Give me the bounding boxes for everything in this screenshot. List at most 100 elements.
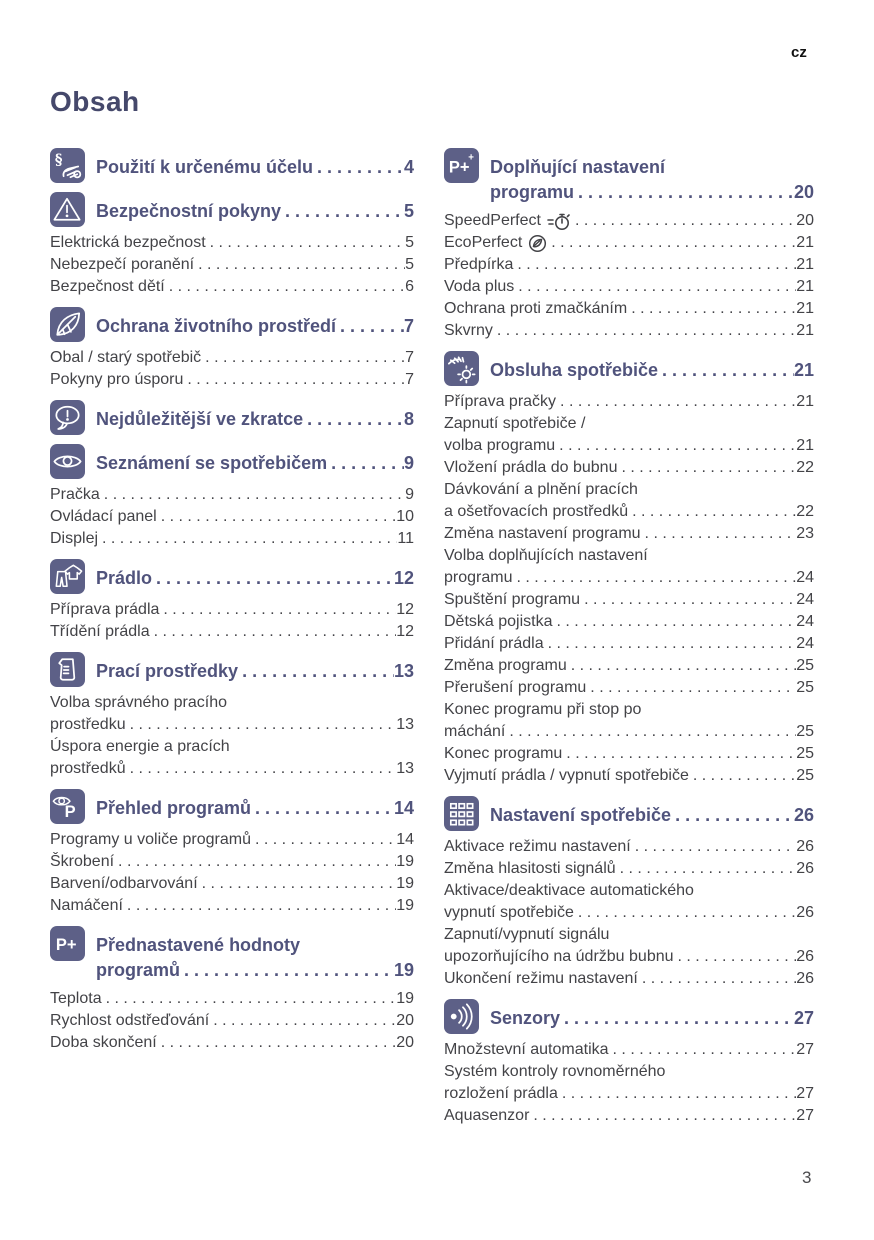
toc-entry-line: EcoPerfect 21 (444, 232, 814, 254)
dot-leader (152, 566, 394, 591)
toc-entry-line: Namáčení 19 (50, 895, 414, 917)
page-ref: 14 (393, 798, 414, 818)
section-title-text: programu (490, 182, 575, 202)
page-ref: 13 (393, 661, 414, 681)
section-title-text: Použití k určenému účelu (96, 157, 314, 177)
dot-leader (671, 803, 794, 828)
entry-text: Spuštění programu (444, 591, 581, 608)
dot-leader (674, 946, 797, 968)
toc-entry-line: prostředku 13 (50, 714, 414, 736)
page-ref: 21 (796, 393, 814, 410)
entry-text: Doba skončení (50, 1034, 157, 1051)
toc-entry-line: Škrobení 19 (50, 851, 414, 873)
page-ref: 24 (796, 591, 814, 608)
entry-text: upozorňujícího na údržbu bubnu (444, 948, 674, 965)
page-ref: 21 (793, 360, 814, 380)
warning-triangle-icon (50, 192, 85, 227)
section-heading: Obsluha spotřebiče 21 (444, 351, 814, 386)
entry-text: Konec programu při stop po (444, 701, 642, 718)
entry-text: volba programu (444, 437, 556, 454)
section-title-text: Prádlo (96, 568, 153, 588)
entry-text: programu (444, 569, 513, 586)
toc-entry-line: Ovládací panel 10 (50, 506, 414, 528)
entry-text: Přerušení programu (444, 679, 587, 696)
dot-leader (165, 276, 405, 298)
page-ref: 25 (796, 679, 814, 696)
section-heading: Nastavení spotřebiče 26 (444, 796, 814, 831)
toc-section: Ochrana životního prostředí7Obal / starý… (50, 307, 414, 391)
section-title-line: Prací prostředky 13 (96, 659, 414, 684)
dot-leader (558, 1083, 796, 1105)
section-heading-lines: Ochrana životního prostředí 7 (96, 314, 414, 342)
section-title-text: Bezpečnostní pokyny (96, 201, 282, 221)
page-ref: 9 (405, 486, 414, 503)
section-heading-lines: Obsluha spotřebiče 21 (490, 358, 814, 386)
entry-text: Displej (50, 530, 99, 547)
entry-text: Změna nastavení programu (444, 525, 641, 542)
dot-leader (574, 902, 796, 924)
toc-entry-line: Aktivace režimu nastavení 26 (444, 836, 814, 858)
page-ref: 25 (796, 745, 814, 762)
entry-text: Dětská pojistka (444, 613, 553, 630)
section-title-line: Nejdůležitější ve zkratce 8 (96, 407, 414, 432)
dot-leader (251, 796, 394, 821)
dot-leader (609, 1039, 797, 1061)
toc-entry-line: Zapnutí/vypnutí signálu (444, 924, 814, 946)
section-heading: Nejdůležitější ve zkratce 8 (50, 400, 414, 435)
dot-leader (631, 836, 796, 858)
section-heading-lines: Použití k určenému účelu 4 (96, 155, 414, 183)
page-ref: 24 (796, 569, 814, 586)
dot-leader (303, 407, 404, 432)
toc-section: P+Přednastavené hodnotyprogramů19Teplota… (50, 926, 414, 1054)
toc-entry-line: Příprava pračky 21 (444, 391, 814, 413)
entry-text: prostředků (50, 760, 126, 777)
dot-leader (493, 320, 796, 342)
entry-text: Systém kontroly rovnoměrného (444, 1063, 666, 1080)
entry-text: Příprava pračky (444, 393, 557, 410)
page-ref: 25 (796, 767, 814, 784)
section-heading-lines: Prací prostředky 13 (96, 659, 414, 687)
dot-leader (580, 589, 796, 611)
dot-leader (553, 611, 797, 633)
section-title-text: Senzory (490, 1008, 561, 1028)
page-ref: 7 (405, 349, 414, 366)
dot-leader (638, 968, 796, 990)
dot-leader (574, 180, 794, 205)
page-ref: 26 (796, 904, 814, 921)
entry-text: EcoPerfect (444, 234, 523, 251)
toc-entry-line: Konec programu 25 (444, 743, 814, 765)
page-ref: 25 (796, 723, 814, 740)
page-ref: 27 (796, 1041, 814, 1058)
toc-entry-line: Změna hlasitosti signálů 26 (444, 858, 814, 880)
dot-leader (560, 1006, 794, 1031)
page-ref: 26 (796, 948, 814, 965)
dot-leader (198, 873, 397, 895)
page-ref: 21 (796, 234, 814, 251)
dot-leader (123, 895, 396, 917)
section-title-text: Doplňující nastavení (490, 157, 666, 177)
page-ref: 20 (796, 212, 814, 229)
toc-entry-line: Zapnutí spotřebiče / (444, 413, 814, 435)
dot-leader (658, 358, 794, 383)
page-ref: 7 (405, 371, 414, 388)
page-ref: 27 (796, 1107, 814, 1124)
entry-text: Programy u voliče programů (50, 831, 251, 848)
page-ref: 9 (403, 453, 414, 473)
grid-icon (444, 796, 479, 831)
section-title-text: Prací prostředky (96, 661, 239, 681)
page-ref: 13 (396, 716, 414, 733)
dot-leader (627, 298, 796, 320)
page-ref: 12 (393, 568, 414, 588)
toc-entry-line: Konec programu při stop po (444, 699, 814, 721)
entry-text: a ošetřovacích prostředků (444, 503, 629, 520)
page-ref: 26 (796, 838, 814, 855)
page-ref: 21 (796, 322, 814, 339)
entry-text: Aktivace/deaktivace automatického (444, 882, 694, 899)
section-title-line: Přednastavené hodnoty (96, 933, 414, 958)
section-heading-lines: Nastavení spotřebiče 26 (490, 803, 814, 831)
section-title-text: Seznámení se spotřebičem (96, 453, 328, 473)
toc-entry-line: upozorňujícího na údržbu bubnu 26 (444, 946, 814, 968)
section-heading: § Použití k určenému účelu 4 (50, 148, 414, 183)
dot-leader (555, 435, 796, 457)
toc-entry-line: Rychlost odstřeďování 20 (50, 1010, 414, 1032)
